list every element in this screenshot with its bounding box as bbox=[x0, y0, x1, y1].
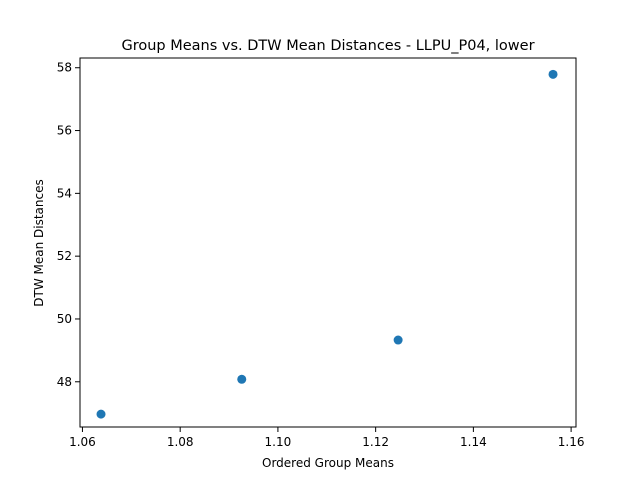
plot-area bbox=[96, 69, 558, 419]
x-axis-title: Ordered Group Means bbox=[262, 456, 394, 470]
y-tick-label: 56 bbox=[57, 124, 72, 138]
y-tick-label: 52 bbox=[57, 249, 72, 263]
x-axis: 1.06 1.08 1.10 1.12 1.14 1.16 bbox=[69, 427, 584, 449]
x-tick-label: 1.10 bbox=[265, 435, 292, 449]
y-tick-label: 50 bbox=[57, 312, 72, 326]
x-tick-label: 1.14 bbox=[460, 435, 487, 449]
y-axis-title: DTW Mean Distances bbox=[32, 179, 46, 306]
scatter-point bbox=[548, 69, 558, 79]
y-tick-label: 48 bbox=[57, 375, 72, 389]
x-tick-label: 1.08 bbox=[167, 435, 194, 449]
y-tick-label: 54 bbox=[57, 186, 72, 200]
scatter-point bbox=[96, 409, 106, 419]
scatter-point bbox=[237, 374, 247, 384]
x-tick-label: 1.12 bbox=[362, 435, 389, 449]
x-tick-label: 1.06 bbox=[69, 435, 96, 449]
chart-title: Group Means vs. DTW Mean Distances - LLP… bbox=[121, 38, 534, 54]
x-tick-label: 1.16 bbox=[558, 435, 585, 449]
y-axis: 48 50 52 54 56 58 bbox=[57, 61, 80, 389]
scatter-point bbox=[393, 335, 403, 345]
y-tick-label: 58 bbox=[57, 61, 72, 75]
axes-frame bbox=[79, 57, 577, 428]
